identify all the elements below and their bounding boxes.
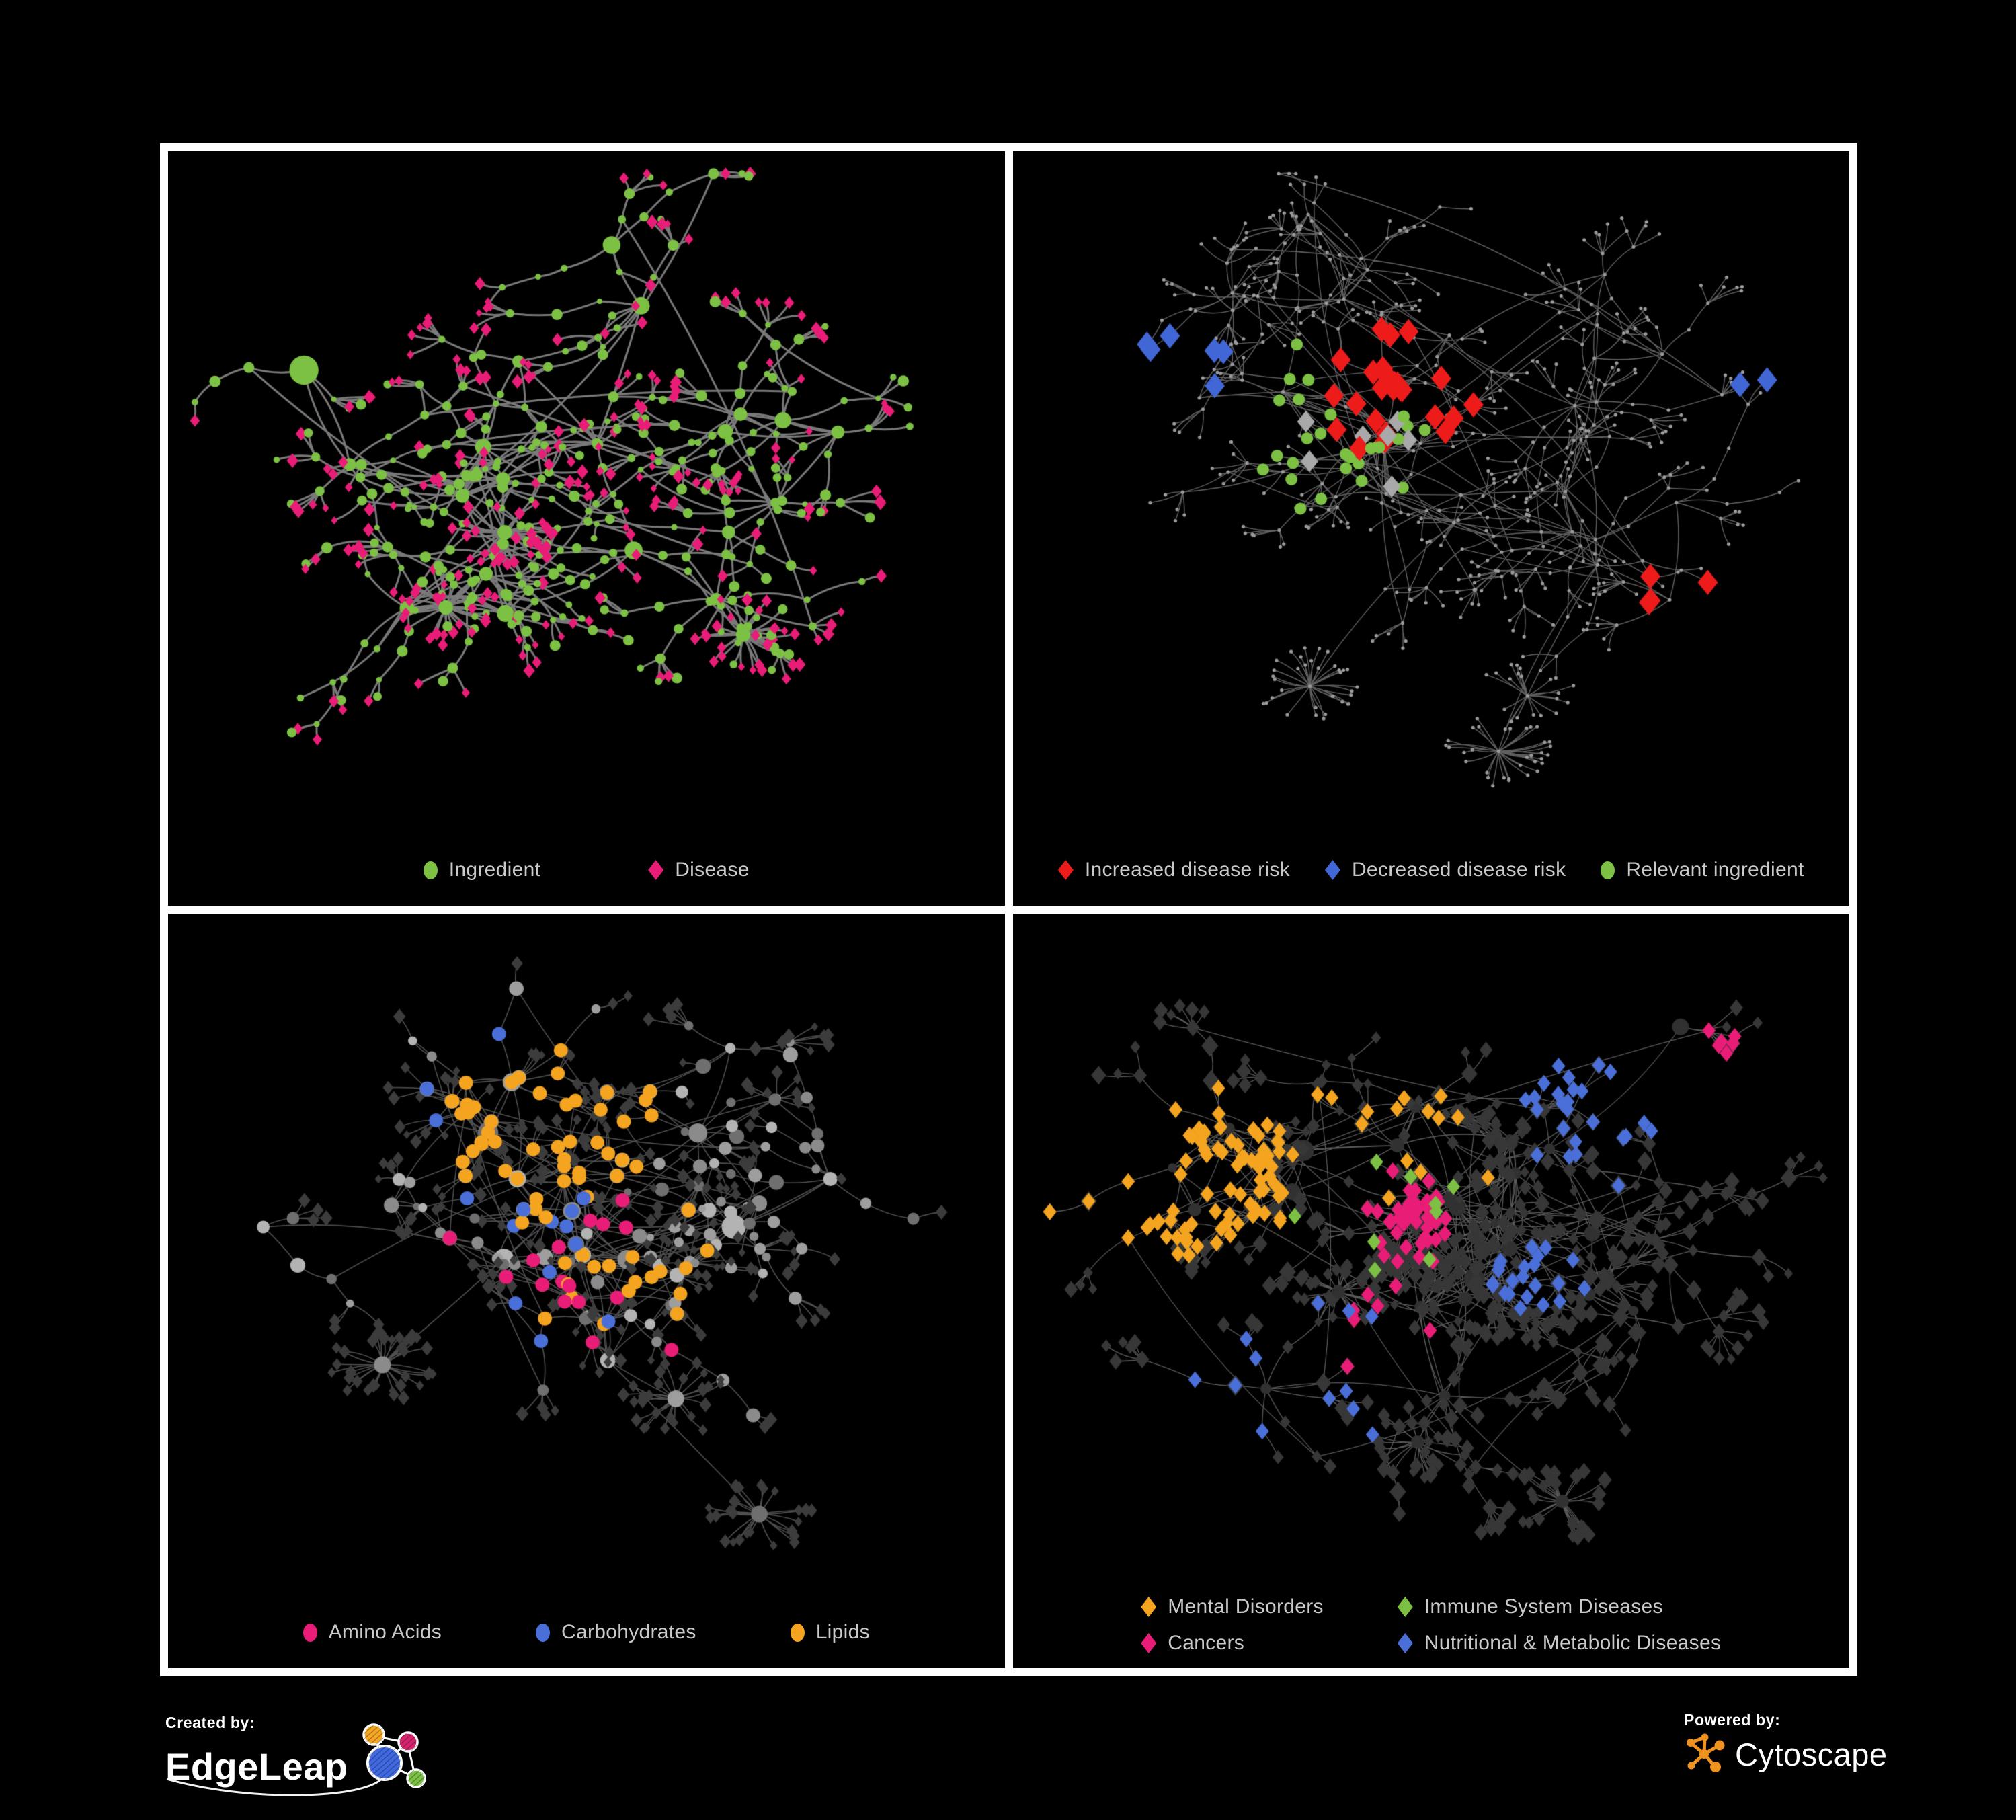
- legend-label: Immune System Diseases: [1424, 1595, 1663, 1618]
- ingredient-circle-marker: [423, 861, 438, 879]
- legend-item-relevant-ingredient: Relevant ingredient: [1601, 859, 1804, 881]
- powered-by-block: Powered by: Cytoscape: [1684, 1711, 1888, 1776]
- legend-label: Relevant ingredient: [1626, 859, 1804, 881]
- legend-label: Increased disease risk: [1084, 859, 1290, 881]
- mental-disorders-diamond-marker: [1141, 1597, 1157, 1617]
- legend-item-mental-disorders: Mental Disorders: [1141, 1595, 1324, 1618]
- created-by-block: Created by: EdgeLeap: [165, 1714, 432, 1802]
- legend-item-nutritional-metabolic-diseases: Nutritional & Metabolic Diseases: [1397, 1632, 1722, 1655]
- legend-label: Carbohydrates: [561, 1621, 696, 1643]
- panel-nutrient-classes: Amino Acids Carbohydrates Lipids: [168, 914, 1005, 1668]
- panel-disease-classes: Mental Disorders Immune System Diseases Ca…: [1012, 914, 1850, 1668]
- legend-label: Nutritional & Metabolic Diseases: [1424, 1632, 1722, 1654]
- increased-disease-risk-diamond-marker: [1057, 860, 1074, 880]
- network-grid: Ingredient Disease Increased disease risk…: [160, 143, 1857, 1676]
- legend-label: Lipids: [815, 1621, 870, 1643]
- panel-ingredient-disease: Ingredient Disease: [168, 151, 1005, 906]
- legend-label: Disease: [675, 859, 750, 881]
- amino-acids-circle-marker: [303, 1623, 317, 1642]
- edgeleap-swoosh: [166, 1773, 386, 1796]
- cytoscape-logo: Cytoscape: [1684, 1732, 1888, 1776]
- immune-system-diseases-diamond-marker: [1397, 1597, 1413, 1617]
- legend-item-disease: Disease: [648, 859, 749, 881]
- legend-item-carbohydrates: Carbohydrates: [536, 1621, 696, 1644]
- edgeleap-wordmark: EdgeLeap: [165, 1745, 348, 1788]
- edgeleap-network-icon: [166, 1723, 426, 1796]
- legend-item-lipids: Lipids: [790, 1621, 870, 1644]
- legend-disease-classes: Mental Disorders Immune System Diseases Ca…: [1013, 1595, 1850, 1655]
- legend-item-amino-acids: Amino Acids: [303, 1621, 442, 1644]
- legend-label: Ingredient: [448, 859, 541, 881]
- legend-item-immune-system-diseases: Immune System Diseases: [1397, 1595, 1663, 1618]
- legend-label: Decreased disease risk: [1351, 859, 1566, 881]
- created-by-label: Created by:: [165, 1714, 255, 1731]
- nutritional-metabolic-diseases-diamond-marker: [1397, 1633, 1413, 1653]
- cytoscape-network-icon: [1687, 1733, 1725, 1772]
- legend-label: Cancers: [1168, 1632, 1245, 1654]
- disease-diamond-marker: [648, 860, 664, 880]
- nutrient-classes-network-canvas: [168, 914, 1005, 1668]
- lipids-circle-marker: [790, 1623, 805, 1642]
- legend-disease-risk: Increased disease risk Decreased disease …: [1013, 859, 1850, 881]
- legend-label: Mental Disorders: [1168, 1595, 1324, 1618]
- disease-risk-network-canvas: [1012, 151, 1849, 906]
- legend-label: Amino Acids: [328, 1621, 442, 1643]
- legend-item-ingredient: Ingredient: [423, 859, 541, 881]
- carbohydrates-circle-marker: [536, 1623, 550, 1642]
- legend-item-decreased-disease-risk: Decreased disease risk: [1324, 859, 1566, 881]
- legend-nutrient-classes: Amino Acids Carbohydrates Lipids: [168, 1621, 1005, 1644]
- legend-item-increased-disease-risk: Increased disease risk: [1057, 859, 1290, 881]
- ingredient-disease-network-canvas: [168, 151, 1005, 906]
- cancers-diamond-marker: [1141, 1633, 1157, 1653]
- powered-by-label: Powered by:: [1684, 1711, 1781, 1729]
- decreased-disease-risk-diamond-marker: [1324, 860, 1340, 880]
- panel-disease-risk: Increased disease risk Decreased disease …: [1012, 151, 1850, 906]
- cytoscape-wordmark: Cytoscape: [1735, 1736, 1888, 1772]
- edgeleap-logo: EdgeLeap: [165, 1723, 432, 1802]
- legend-item-cancers: Cancers: [1141, 1632, 1244, 1655]
- legend-ingredient-disease: Ingredient Disease: [168, 859, 1005, 881]
- disease-classes-network-canvas: [1012, 914, 1849, 1668]
- relevant-ingredient-circle-marker: [1601, 861, 1615, 879]
